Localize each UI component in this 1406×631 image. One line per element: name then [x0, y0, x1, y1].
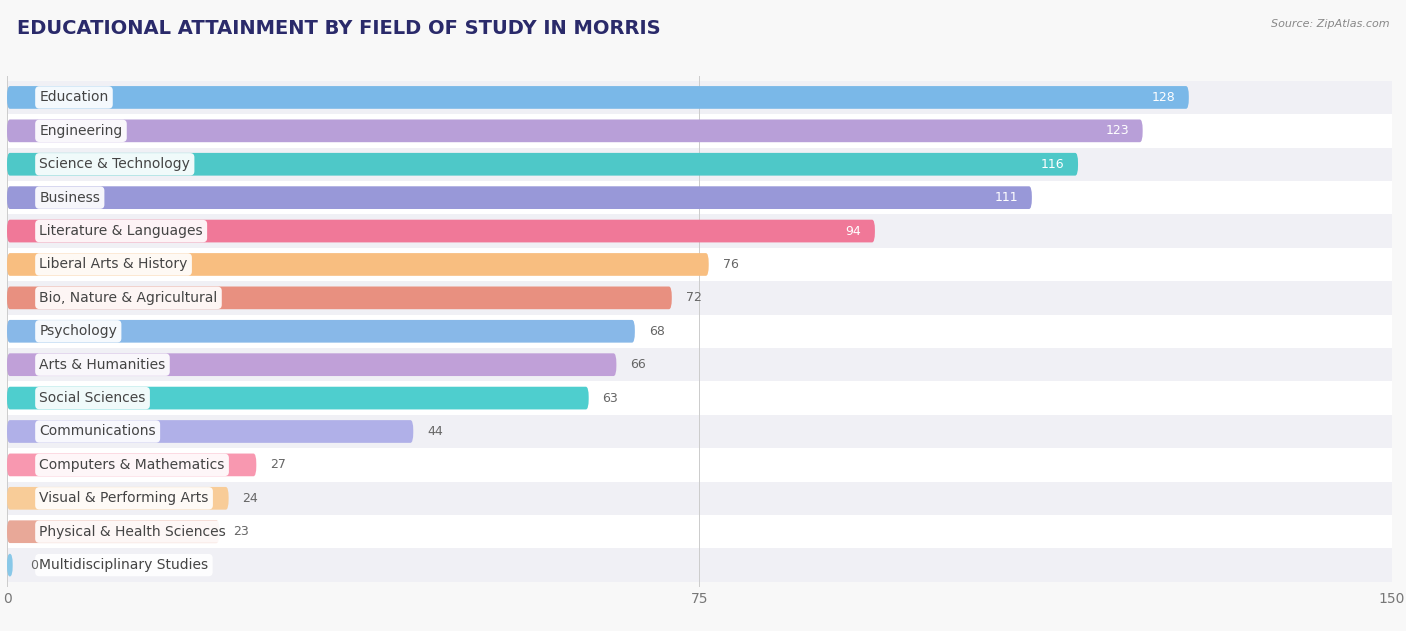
Text: Literature & Languages: Literature & Languages: [39, 224, 202, 238]
FancyBboxPatch shape: [7, 487, 229, 510]
Text: Education: Education: [39, 90, 108, 105]
Text: 111: 111: [994, 191, 1018, 204]
Text: 123: 123: [1105, 124, 1129, 138]
Text: Computers & Mathematics: Computers & Mathematics: [39, 458, 225, 472]
Text: Communications: Communications: [39, 425, 156, 439]
FancyBboxPatch shape: [7, 253, 709, 276]
Bar: [7, 415, 1392, 448]
Text: 76: 76: [723, 258, 738, 271]
Text: EDUCATIONAL ATTAINMENT BY FIELD OF STUDY IN MORRIS: EDUCATIONAL ATTAINMENT BY FIELD OF STUDY…: [17, 19, 661, 38]
FancyBboxPatch shape: [7, 387, 589, 410]
FancyBboxPatch shape: [7, 86, 1189, 109]
Text: 0: 0: [30, 558, 38, 572]
Bar: [7, 515, 1392, 548]
Text: Social Sciences: Social Sciences: [39, 391, 146, 405]
Text: 128: 128: [1152, 91, 1175, 104]
FancyBboxPatch shape: [7, 153, 1078, 175]
FancyBboxPatch shape: [7, 420, 413, 443]
Text: 116: 116: [1040, 158, 1064, 171]
Bar: [7, 315, 1392, 348]
Bar: [7, 348, 1392, 381]
FancyBboxPatch shape: [7, 521, 219, 543]
Bar: [7, 448, 1392, 481]
FancyBboxPatch shape: [7, 119, 1143, 142]
Bar: [7, 114, 1392, 148]
Bar: [7, 181, 1392, 215]
Text: 94: 94: [845, 225, 860, 237]
Text: 24: 24: [242, 492, 259, 505]
FancyBboxPatch shape: [7, 454, 256, 476]
Text: 23: 23: [233, 525, 249, 538]
Text: 44: 44: [427, 425, 443, 438]
FancyBboxPatch shape: [7, 353, 616, 376]
Text: 68: 68: [648, 325, 665, 338]
Text: Physical & Health Sciences: Physical & Health Sciences: [39, 525, 226, 539]
Text: Engineering: Engineering: [39, 124, 122, 138]
FancyBboxPatch shape: [7, 220, 875, 242]
Text: Visual & Performing Arts: Visual & Performing Arts: [39, 492, 208, 505]
Text: 63: 63: [603, 392, 619, 404]
FancyBboxPatch shape: [7, 320, 636, 343]
Text: 72: 72: [686, 292, 702, 304]
Text: Psychology: Psychology: [39, 324, 117, 338]
Text: Multidisciplinary Studies: Multidisciplinary Studies: [39, 558, 208, 572]
Bar: [7, 248, 1392, 281]
Text: Business: Business: [39, 191, 100, 204]
Bar: [7, 281, 1392, 315]
FancyBboxPatch shape: [7, 286, 672, 309]
Bar: [7, 81, 1392, 114]
Bar: [7, 148, 1392, 181]
Text: 27: 27: [270, 458, 285, 471]
Text: Liberal Arts & History: Liberal Arts & History: [39, 257, 188, 271]
FancyBboxPatch shape: [7, 186, 1032, 209]
Bar: [7, 381, 1392, 415]
Text: Bio, Nature & Agricultural: Bio, Nature & Agricultural: [39, 291, 218, 305]
Text: Science & Technology: Science & Technology: [39, 157, 190, 171]
Text: Source: ZipAtlas.com: Source: ZipAtlas.com: [1271, 19, 1389, 29]
FancyBboxPatch shape: [7, 554, 13, 577]
Text: 66: 66: [630, 358, 645, 371]
Bar: [7, 215, 1392, 248]
Bar: [7, 548, 1392, 582]
Text: Arts & Humanities: Arts & Humanities: [39, 358, 166, 372]
Bar: [7, 481, 1392, 515]
